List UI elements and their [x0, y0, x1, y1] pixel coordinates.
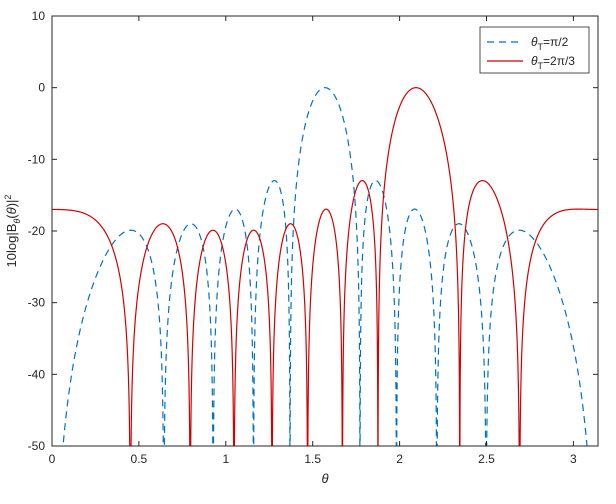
y-tick-label: -10	[28, 152, 46, 166]
x-tick-label: 1	[222, 452, 229, 466]
x-axis-label: θ	[321, 471, 328, 486]
x-tick-label: 0.5	[131, 452, 148, 466]
x-tick-label: 3	[570, 452, 577, 466]
legend-box	[479, 26, 590, 74]
y-axis-ticks: -50 -40 -30 -20 -10 0 10	[28, 9, 598, 453]
x-tick-label: 1.5	[304, 452, 321, 466]
y-tick-label: 10	[32, 9, 46, 23]
x-tick-label: 0	[49, 452, 56, 466]
x-tick-label: 2	[396, 452, 403, 466]
series-line-1	[62, 87, 588, 446]
legend-label-2: θT=2π/3	[531, 54, 575, 71]
x-tick-label: 2.5	[478, 452, 495, 466]
series-layer	[52, 87, 598, 446]
series-line-2	[52, 87, 598, 446]
y-tick-label: -20	[28, 224, 46, 238]
y-axis-label: 10log|Bθ(θ)|2	[3, 195, 22, 268]
y-tick-label: 0	[38, 81, 45, 95]
legend: θT=π/2 θT=2π/3	[479, 26, 590, 74]
x-axis-ticks: 0 0.5 1 1.5 2 2.5 3	[49, 16, 577, 466]
legend-label-1: θT=π/2	[531, 35, 569, 52]
y-tick-label: -50	[28, 439, 46, 453]
y-tick-label: -40	[28, 367, 46, 381]
y-tick-label: -30	[28, 296, 46, 310]
